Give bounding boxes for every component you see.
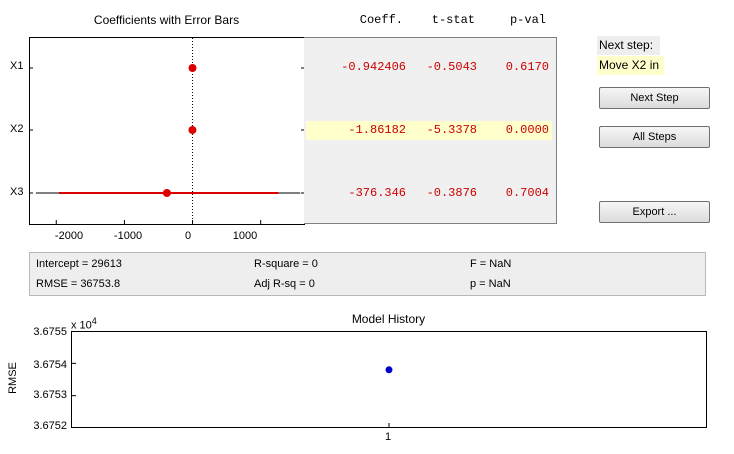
history-point	[385, 366, 393, 374]
history-x-tick-label: 1	[384, 431, 392, 443]
coeff-header: Coeff.	[359, 13, 403, 27]
coef-x-tick-label: 0	[184, 230, 192, 242]
coeff-value-x3: -376.346	[348, 186, 406, 200]
coeff-value-x2: -1.86182	[348, 123, 406, 137]
next-step-value: Move X2 in	[597, 56, 664, 75]
coef-y-label-x1: X1	[10, 60, 24, 72]
coef-point-x1	[188, 64, 197, 72]
coef-plot-title: Coefficients with Error Bars	[93, 13, 240, 27]
tstat-value-x3: -0.3876	[426, 186, 477, 200]
history-title: Model History	[351, 312, 426, 326]
tstat-value-x2: -5.3378	[426, 123, 477, 137]
pval-value-x3: 0.7004	[505, 186, 549, 200]
history-exponent-base: x 10	[71, 319, 92, 332]
history-plot-frame	[71, 331, 707, 428]
pval-header: p-val	[509, 13, 546, 27]
next-step-label: Next step:	[597, 36, 660, 55]
coef-point-x3	[162, 189, 171, 197]
coef-y-label-x2: X2	[10, 123, 24, 135]
coef-x-tick-label: -2000	[54, 230, 84, 242]
all-steps-button[interactable]: All Steps	[599, 126, 710, 148]
tstat-header: t-stat	[431, 13, 475, 27]
coef-y-label-x3: X3	[10, 186, 24, 198]
export-button[interactable]: Export ...	[599, 201, 710, 223]
pval-value-x2: 0.0000	[505, 123, 549, 137]
intercept-text: Intercept = 29613	[36, 258, 122, 270]
pval-value-x1: 0.6170	[505, 60, 549, 74]
selected-row-highlight	[306, 121, 552, 140]
coeff-value-x1: -0.942406	[341, 60, 406, 74]
rsquare-text: R-square = 0	[254, 258, 318, 270]
tstat-value-x1: -0.5043	[426, 60, 477, 74]
history-exponent-power: 4	[91, 316, 97, 326]
history-exponent: x 104	[71, 316, 97, 332]
p-value-text: p = NaN	[470, 278, 511, 290]
history-y-tick-label: 3.6753	[33, 389, 67, 401]
coef-plot	[29, 37, 305, 225]
f-stat-text: F = NaN	[470, 258, 512, 270]
history-y-tick-label: 3.6755	[33, 326, 67, 338]
stats-panel	[29, 252, 706, 296]
history-y-tick-label: 3.6752	[33, 420, 67, 432]
history-plot	[71, 331, 707, 428]
next-step-button[interactable]: Next Step	[599, 87, 710, 109]
coef-x-tick-label: -1000	[113, 230, 143, 242]
rmse-text: RMSE = 36753.8	[36, 278, 121, 290]
coef-x-tick-label: 1000	[232, 230, 258, 242]
history-y-tick-label: 3.6754	[33, 359, 67, 371]
adj-rsq-text: Adj R-sq = 0	[254, 278, 315, 290]
history-y-label: RMSE	[6, 362, 19, 394]
coef-point-x2	[188, 126, 197, 134]
